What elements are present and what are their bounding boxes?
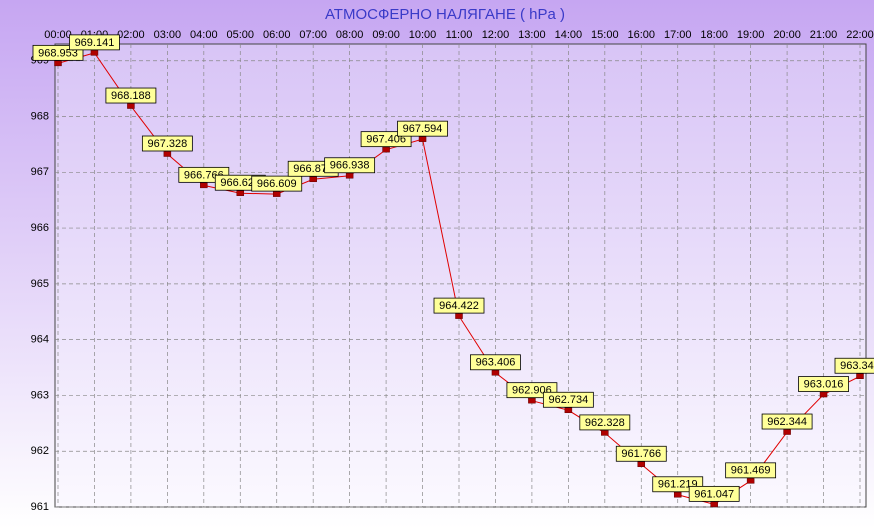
value-label: 964.422 xyxy=(439,300,479,312)
value-label: 962.344 xyxy=(767,416,807,428)
value-label: 961.469 xyxy=(731,465,771,477)
point-marker xyxy=(200,182,208,189)
point-marker xyxy=(418,136,427,142)
value-label-box xyxy=(105,87,157,104)
point-marker xyxy=(564,407,573,414)
value-label-box xyxy=(69,34,120,51)
value-label-box xyxy=(688,485,740,502)
value-label-box xyxy=(141,135,193,152)
y-tick-label: 964 xyxy=(31,334,49,346)
point-marker xyxy=(528,397,536,404)
value-label-box xyxy=(761,413,813,430)
point-marker xyxy=(710,501,718,508)
value-label: 966.938 xyxy=(330,160,370,172)
y-tick-label: 967 xyxy=(31,166,49,178)
x-tick-label: 08:00 xyxy=(336,29,364,41)
point-marker xyxy=(601,430,609,436)
y-tick-label: 965 xyxy=(31,278,49,290)
value-label: 966.875 xyxy=(293,163,333,175)
value-label: 968.953 xyxy=(38,47,78,59)
value-label: 966.625 xyxy=(220,177,260,189)
value-label: 963.016 xyxy=(804,378,844,390)
point-marker xyxy=(54,60,62,67)
value-label: 961.766 xyxy=(621,448,661,460)
value-label: 966.766 xyxy=(184,169,224,181)
x-tick-label: 18:00 xyxy=(700,29,728,41)
value-label: 967.594 xyxy=(403,123,443,135)
point-marker xyxy=(455,313,463,319)
x-tick-label: 10:00 xyxy=(409,29,437,41)
point-marker xyxy=(236,190,245,196)
chart-title: АТМОСФЕРНО НАЛЯГАНЕ ( hPa ) xyxy=(325,6,565,23)
point-marker xyxy=(309,176,317,183)
plot-area xyxy=(54,43,867,508)
value-label: 961.219 xyxy=(658,479,698,491)
y-tick-label: 968 xyxy=(31,110,49,122)
value-label: 961.047 xyxy=(694,488,734,500)
value-label: 962.906 xyxy=(512,385,552,397)
x-tick-label: 22:00 xyxy=(846,29,874,41)
x-tick-label: 19:00 xyxy=(737,29,765,41)
x-tick-label: 13:00 xyxy=(518,29,546,41)
value-label: 963.406 xyxy=(476,357,516,369)
x-tick-label: 09:00 xyxy=(372,29,400,41)
y-tick-label: 962 xyxy=(31,445,49,457)
point-marker xyxy=(491,370,500,376)
y-tick-label: 966 xyxy=(31,222,49,234)
value-label: 962.328 xyxy=(585,417,625,429)
x-tick-label: 15:00 xyxy=(591,29,619,41)
point-marker xyxy=(272,191,281,197)
value-label-box xyxy=(542,391,594,408)
x-tick-label: 20:00 xyxy=(773,29,801,41)
value-label: 963.344 xyxy=(840,360,874,372)
x-tick-label: 16:00 xyxy=(628,29,656,41)
point-marker xyxy=(637,461,646,468)
value-label-box xyxy=(470,354,521,371)
y-tick-label: 963 xyxy=(31,389,49,401)
value-label-box xyxy=(615,445,667,462)
value-label-box xyxy=(433,297,485,314)
value-label-box xyxy=(725,462,777,479)
value-label-box xyxy=(397,120,448,137)
x-tick-label: 00:00 xyxy=(44,29,72,41)
y-tick-label: 961 xyxy=(31,501,49,513)
value-label: 966.609 xyxy=(257,178,297,190)
x-tick-label: 21:00 xyxy=(810,29,838,41)
point-marker xyxy=(856,373,864,379)
value-label-box xyxy=(579,414,631,431)
x-tick-label: 06:00 xyxy=(263,29,291,41)
value-label-box xyxy=(324,157,376,174)
value-label: 962.734 xyxy=(548,394,588,406)
value-label-box xyxy=(251,175,303,192)
x-tick-label: 14:00 xyxy=(555,29,583,41)
value-label: 968.188 xyxy=(111,90,151,102)
point-marker xyxy=(382,146,390,153)
point-marker xyxy=(819,391,828,398)
x-tick-label: 17:00 xyxy=(664,29,692,41)
x-tick-label: 05:00 xyxy=(227,29,255,41)
x-tick-label: 11:00 xyxy=(446,29,473,41)
value-label: 969.141 xyxy=(75,37,115,49)
x-tick-label: 12:00 xyxy=(482,29,510,41)
point-marker xyxy=(127,103,135,109)
x-tick-label: 04:00 xyxy=(190,29,218,41)
value-label-box xyxy=(834,357,874,374)
point-marker xyxy=(163,151,172,157)
x-tick-label: 02:00 xyxy=(117,29,145,41)
point-marker xyxy=(345,173,354,179)
point-marker xyxy=(90,50,99,56)
value-label-box xyxy=(798,376,849,392)
value-label: 967.406 xyxy=(366,134,406,146)
point-marker xyxy=(783,429,791,435)
point-marker xyxy=(746,478,755,484)
point-marker xyxy=(673,492,682,498)
value-label: 967.328 xyxy=(147,138,187,150)
x-tick-label: 07:00 xyxy=(299,29,327,41)
x-tick-label: 03:00 xyxy=(154,29,182,41)
